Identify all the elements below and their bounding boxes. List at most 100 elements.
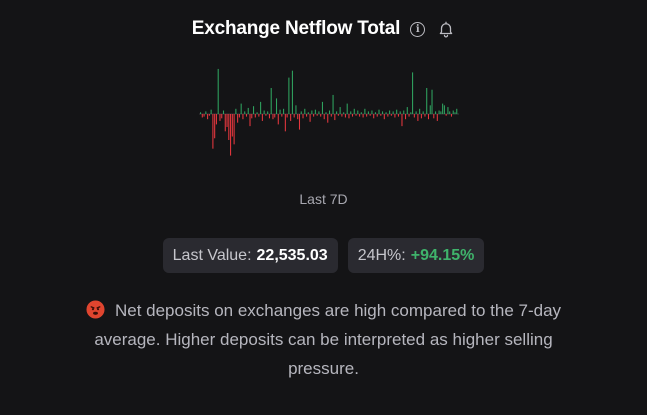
netflow-bar [284,114,286,132]
netflow-bar [367,111,369,114]
netflow-bar [254,114,256,118]
netflow-bar [412,72,414,114]
netflow-bar [208,114,210,116]
netflow-bar [203,114,205,117]
netflow-bar [306,114,308,117]
netflow-bar [318,111,320,114]
netflow-bar [394,114,396,118]
netflow-bar [378,109,380,114]
netflow-bar [263,110,265,114]
netflow-bar [316,114,318,116]
netflow-bar [359,114,361,117]
last-value: 22,535.03 [256,246,328,264]
netflow-bar [215,114,217,125]
netflow-bar [323,114,325,120]
netflow-bar [415,111,417,114]
netflow-bar [380,114,382,116]
netflow-bar [297,114,299,120]
netflow-bar [275,98,278,114]
netflow-bar [454,112,456,114]
netflow-bar [366,114,368,117]
netflow-bar [404,114,407,120]
netflow-bar [364,108,366,114]
netflow-bar [268,114,270,119]
netflow-bar [251,114,253,119]
netflow-bar [286,114,288,118]
netflow-bar [237,114,239,123]
netflow-bar [253,106,255,114]
netflow-bar [314,109,316,114]
netflow-bar [390,114,392,116]
netflow-bar [214,114,216,139]
netflow-bar [320,114,322,117]
netflow-bar [200,112,202,114]
netflow-bar [452,110,454,114]
netflow-bar [417,114,419,121]
netflow-bar [256,112,258,114]
netflow-bar [291,70,293,114]
netflow-bar [450,114,452,117]
netflow-bar [392,111,394,114]
netflow-bar [258,114,260,117]
netflow-bar [245,114,248,117]
netflow-bar [406,107,408,114]
netflow-bar [279,109,281,114]
netflow-bar [261,114,263,121]
netflow-bar [383,114,385,120]
netflow-bar [270,88,272,114]
netflow-bar [427,114,430,120]
netflow-bar [329,110,331,114]
netflow-bar [426,88,428,114]
netflow-bar [389,110,391,114]
info-icon[interactable]: i [410,21,426,37]
netflow-bar [376,114,378,117]
netflow-bar [336,111,338,114]
insight-message: Net deposits on exchanges are high compa… [70,296,577,383]
netflow-bar [281,114,283,117]
netflow-bar [436,114,438,121]
netflow-bar [231,114,233,137]
netflow-bar [442,103,444,114]
netflow-bar [205,111,207,114]
insight-message-text: Net deposits on exchanges are high compa… [94,301,562,378]
netflow-bar [397,114,399,117]
netflow-bar [283,108,285,114]
change-24h-value: +94.15% [410,246,475,264]
netflow-bar [362,114,364,118]
netflow-bar [422,111,424,114]
netflow-bar [249,114,251,127]
netflow-bar [217,68,219,114]
netflow-bar [313,114,315,117]
netflow-bar [403,110,405,114]
netflow-bar [456,108,458,114]
netflow-bar [339,107,341,114]
netflow-bar [290,114,292,121]
netflow-bar [298,114,301,130]
netflow-bar [346,103,348,114]
netflow-bar [267,111,269,114]
netflow-bar [355,114,357,116]
netflow-bar [321,101,323,114]
netflow-bar [325,112,327,114]
netflow-bar [332,94,334,114]
netflow-bar [429,105,431,114]
netflow-bar [408,114,410,117]
change-24h-pill: 24H%: +94.15% [347,238,485,273]
netflow-bar [307,112,309,114]
netflow-bar [419,108,421,114]
netflow-bar [238,114,240,118]
netflow-bar [226,114,228,127]
netflow-bar [274,114,276,118]
netflow-bar [447,107,449,114]
netflow-bar [350,111,352,114]
netflow-bar [449,111,451,114]
bell-icon[interactable] [437,20,455,38]
netflow-bar [353,108,355,114]
netflow-bar [387,114,389,117]
netflow-bar [424,114,426,117]
card-title: Exchange Netflow Total [191,18,401,39]
netflow-bar [235,108,237,114]
netflow-bar [295,105,297,114]
netflow-bar [265,114,267,116]
